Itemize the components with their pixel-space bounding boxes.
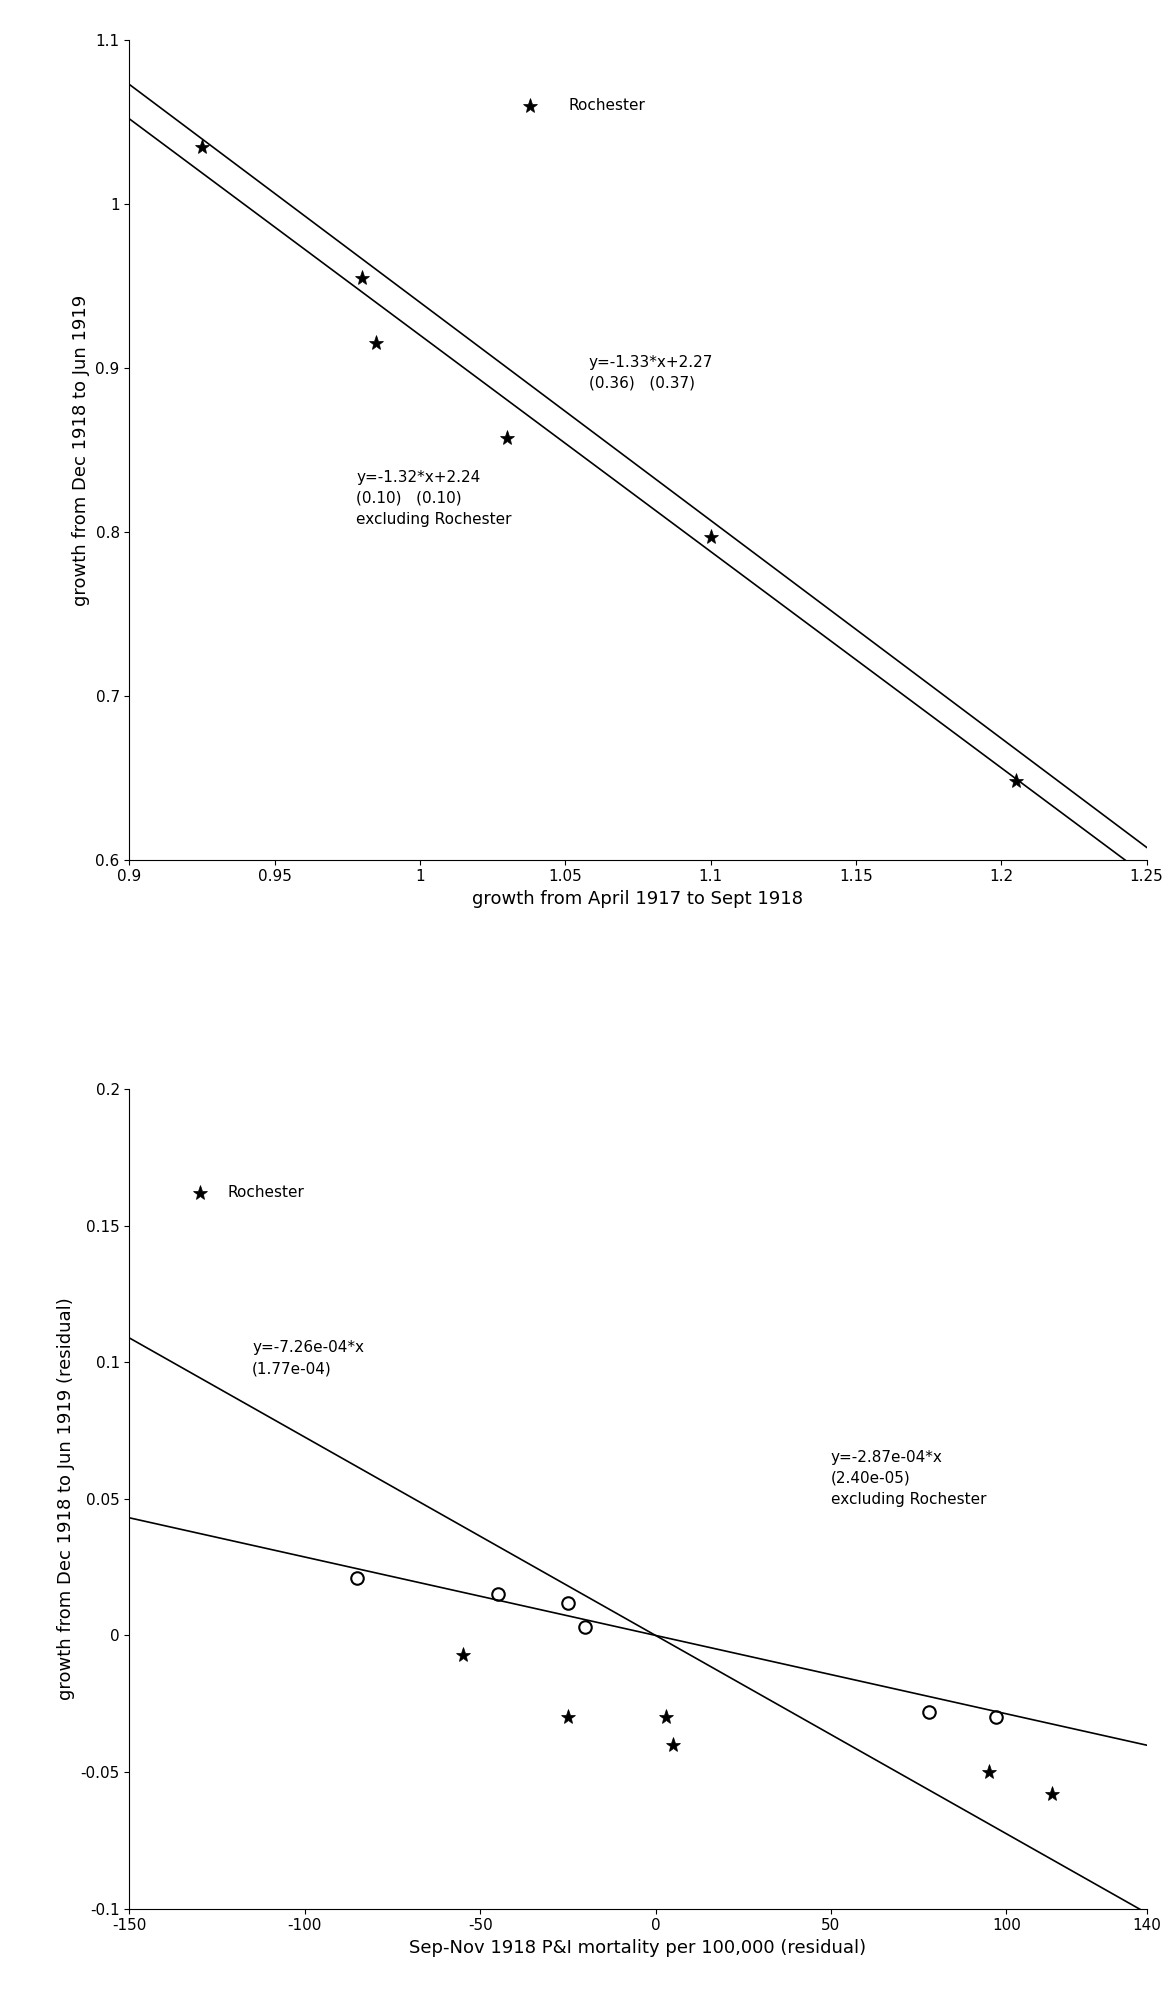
Text: Rochester: Rochester xyxy=(568,98,646,113)
Text: y=-2.87e-04*x
(2.40e-05)
excluding Rochester: y=-2.87e-04*x (2.40e-05) excluding Roche… xyxy=(831,1450,987,1507)
Text: Rochester: Rochester xyxy=(228,1185,305,1201)
X-axis label: growth from April 1917 to Sept 1918: growth from April 1917 to Sept 1918 xyxy=(473,890,803,908)
Text: y=-7.26e-04*x
(1.77e-04): y=-7.26e-04*x (1.77e-04) xyxy=(252,1340,365,1376)
Y-axis label: growth from Dec 1918 to Jun 1919 (residual): growth from Dec 1918 to Jun 1919 (residu… xyxy=(56,1298,75,1700)
Y-axis label: growth from Dec 1918 to Jun 1919: growth from Dec 1918 to Jun 1919 xyxy=(72,293,89,605)
X-axis label: Sep-Nov 1918 P&I mortality per 100,000 (residual): Sep-Nov 1918 P&I mortality per 100,000 (… xyxy=(409,1939,867,1957)
Text: y=-1.33*x+2.27
(0.36)   (0.37): y=-1.33*x+2.27 (0.36) (0.37) xyxy=(588,356,713,392)
Text: y=-1.32*x+2.24
(0.10)   (0.10)
excluding Rochester: y=-1.32*x+2.24 (0.10) (0.10) excluding R… xyxy=(356,470,512,526)
